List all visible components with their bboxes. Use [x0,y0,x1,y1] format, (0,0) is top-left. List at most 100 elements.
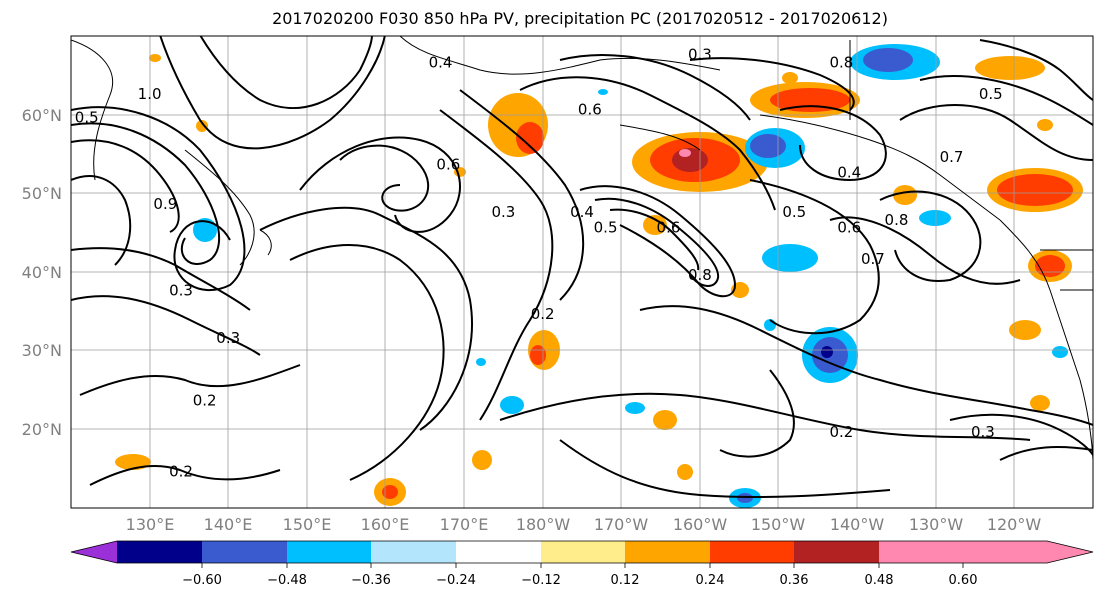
precip-blob [625,402,645,414]
contour-label: 0.6 [436,156,460,174]
lon-label: 170°E [440,515,489,534]
latitude-labels: 60°N 50°N 40°N 30°N 20°N [22,106,62,439]
contour-label: 0.8 [688,266,712,284]
precip-blob [530,345,546,365]
contour-label: 0.5 [75,109,99,127]
lat-label: 20°N [22,420,62,439]
precip-blob [193,218,217,242]
precip-blob [679,149,691,157]
colorbar-tick-label: 0.24 [696,573,725,588]
precip-blob [149,54,161,62]
colorbar-tick-label: −0.60 [182,573,222,588]
precip-blob [677,464,693,480]
precip-blob [762,244,818,272]
contour-label: 0.4 [570,203,594,221]
precip-blob [1052,346,1068,358]
precip-blob [476,358,486,366]
contour-label: 0.6 [657,219,681,237]
contour-label: 0.8 [830,53,854,71]
contour-label: 0.5 [782,203,806,221]
precip-blob [196,120,208,132]
contour-label: 0.6 [578,101,602,119]
figure-title: 2017020200 F030 850 hPa PV, precipitatio… [272,9,888,28]
colorbar-tick-label: −0.48 [267,573,307,588]
contour-labels: 1.00.50.90.30.30.20.20.40.60.30.20.60.40… [75,46,1003,481]
precip-blob [516,122,544,154]
colorbar-tick-label: 0.12 [611,573,640,588]
colorbar: −0.60 −0.48 −0.36 −0.24 −0.12 0.12 0.24 … [70,540,1094,588]
contour-label: 0.9 [153,195,177,213]
contour-label: 0.2 [193,392,217,410]
contour-label: 0.7 [861,250,885,268]
lon-label: 130°W [909,515,964,534]
contour-label: 0.3 [216,329,240,347]
precip-blob [653,410,677,430]
precip-blob [750,134,786,158]
lon-label: 150°E [283,515,332,534]
graticule [71,36,1093,508]
contour-label: 0.2 [531,305,555,323]
coastlines [71,36,1093,461]
lat-label: 50°N [22,184,62,203]
lon-label: 160°W [673,515,728,534]
precip-blob [500,396,524,414]
colorbar-segment [710,541,794,563]
precip-blob [1009,320,1041,340]
precip-blob [1030,395,1050,411]
contour-label: 0.7 [940,148,964,166]
colorbar-segment [794,541,879,563]
colorbar-tick-label: −0.12 [521,573,561,588]
contour-label: 0.2 [169,463,193,481]
precip-blob [863,48,913,72]
contour-label: 0.4 [837,164,861,182]
colorbar-segment [625,541,710,563]
lon-label: 180°W [516,515,571,534]
colorbar-segment [287,541,371,563]
colorbar-tick-label: −0.36 [351,573,391,588]
precip-blob [472,450,492,470]
contour-label: 0.8 [885,211,909,229]
precip-positive-shading [115,54,1083,506]
precip-blob [893,185,917,205]
colorbar-tick-label: −0.24 [436,573,476,588]
precip-blob [919,210,951,226]
lat-label: 60°N [22,106,62,125]
precip-blob [1037,119,1053,131]
precip-blob [782,72,798,84]
colorbar-segment [117,541,202,563]
lat-label: 40°N [22,263,62,282]
colorbar-outline [70,540,1094,564]
precip-blob [997,174,1073,206]
colorbar-segment [879,541,963,563]
colorbar-segment [202,541,287,563]
contour-label: 0.6 [837,219,861,237]
pv-contours [71,36,1093,499]
map-border [70,35,1094,509]
contour-label: 0.4 [429,53,453,71]
contour-label: 0.3 [491,203,515,221]
precip-blob [770,88,850,112]
lat-label: 30°N [22,341,62,360]
lon-label: 170°W [594,515,649,534]
contour-label: 1.0 [138,85,162,103]
lon-label: 120°W [987,515,1042,534]
colorbar-segment [371,541,456,563]
lon-label: 140°E [204,515,253,534]
colorbar-segment [541,541,625,563]
contour-label: 0.3 [688,46,712,64]
lon-label: 160°E [361,515,410,534]
precip-blob [643,215,667,235]
precip-blob [1035,255,1065,277]
precip-blob [975,56,1045,80]
colorbar-segment [456,541,541,563]
precip-blob [382,485,398,499]
contour-label: 0.5 [594,219,618,237]
contour-label: 0.3 [169,282,193,300]
precip-blob [598,89,608,95]
contour-label: 0.2 [830,423,854,441]
colorbar-left-extend [71,541,117,563]
colorbar-tick-label: 0.60 [949,573,978,588]
lon-label: 150°W [751,515,806,534]
contour-label: 0.5 [979,85,1003,103]
